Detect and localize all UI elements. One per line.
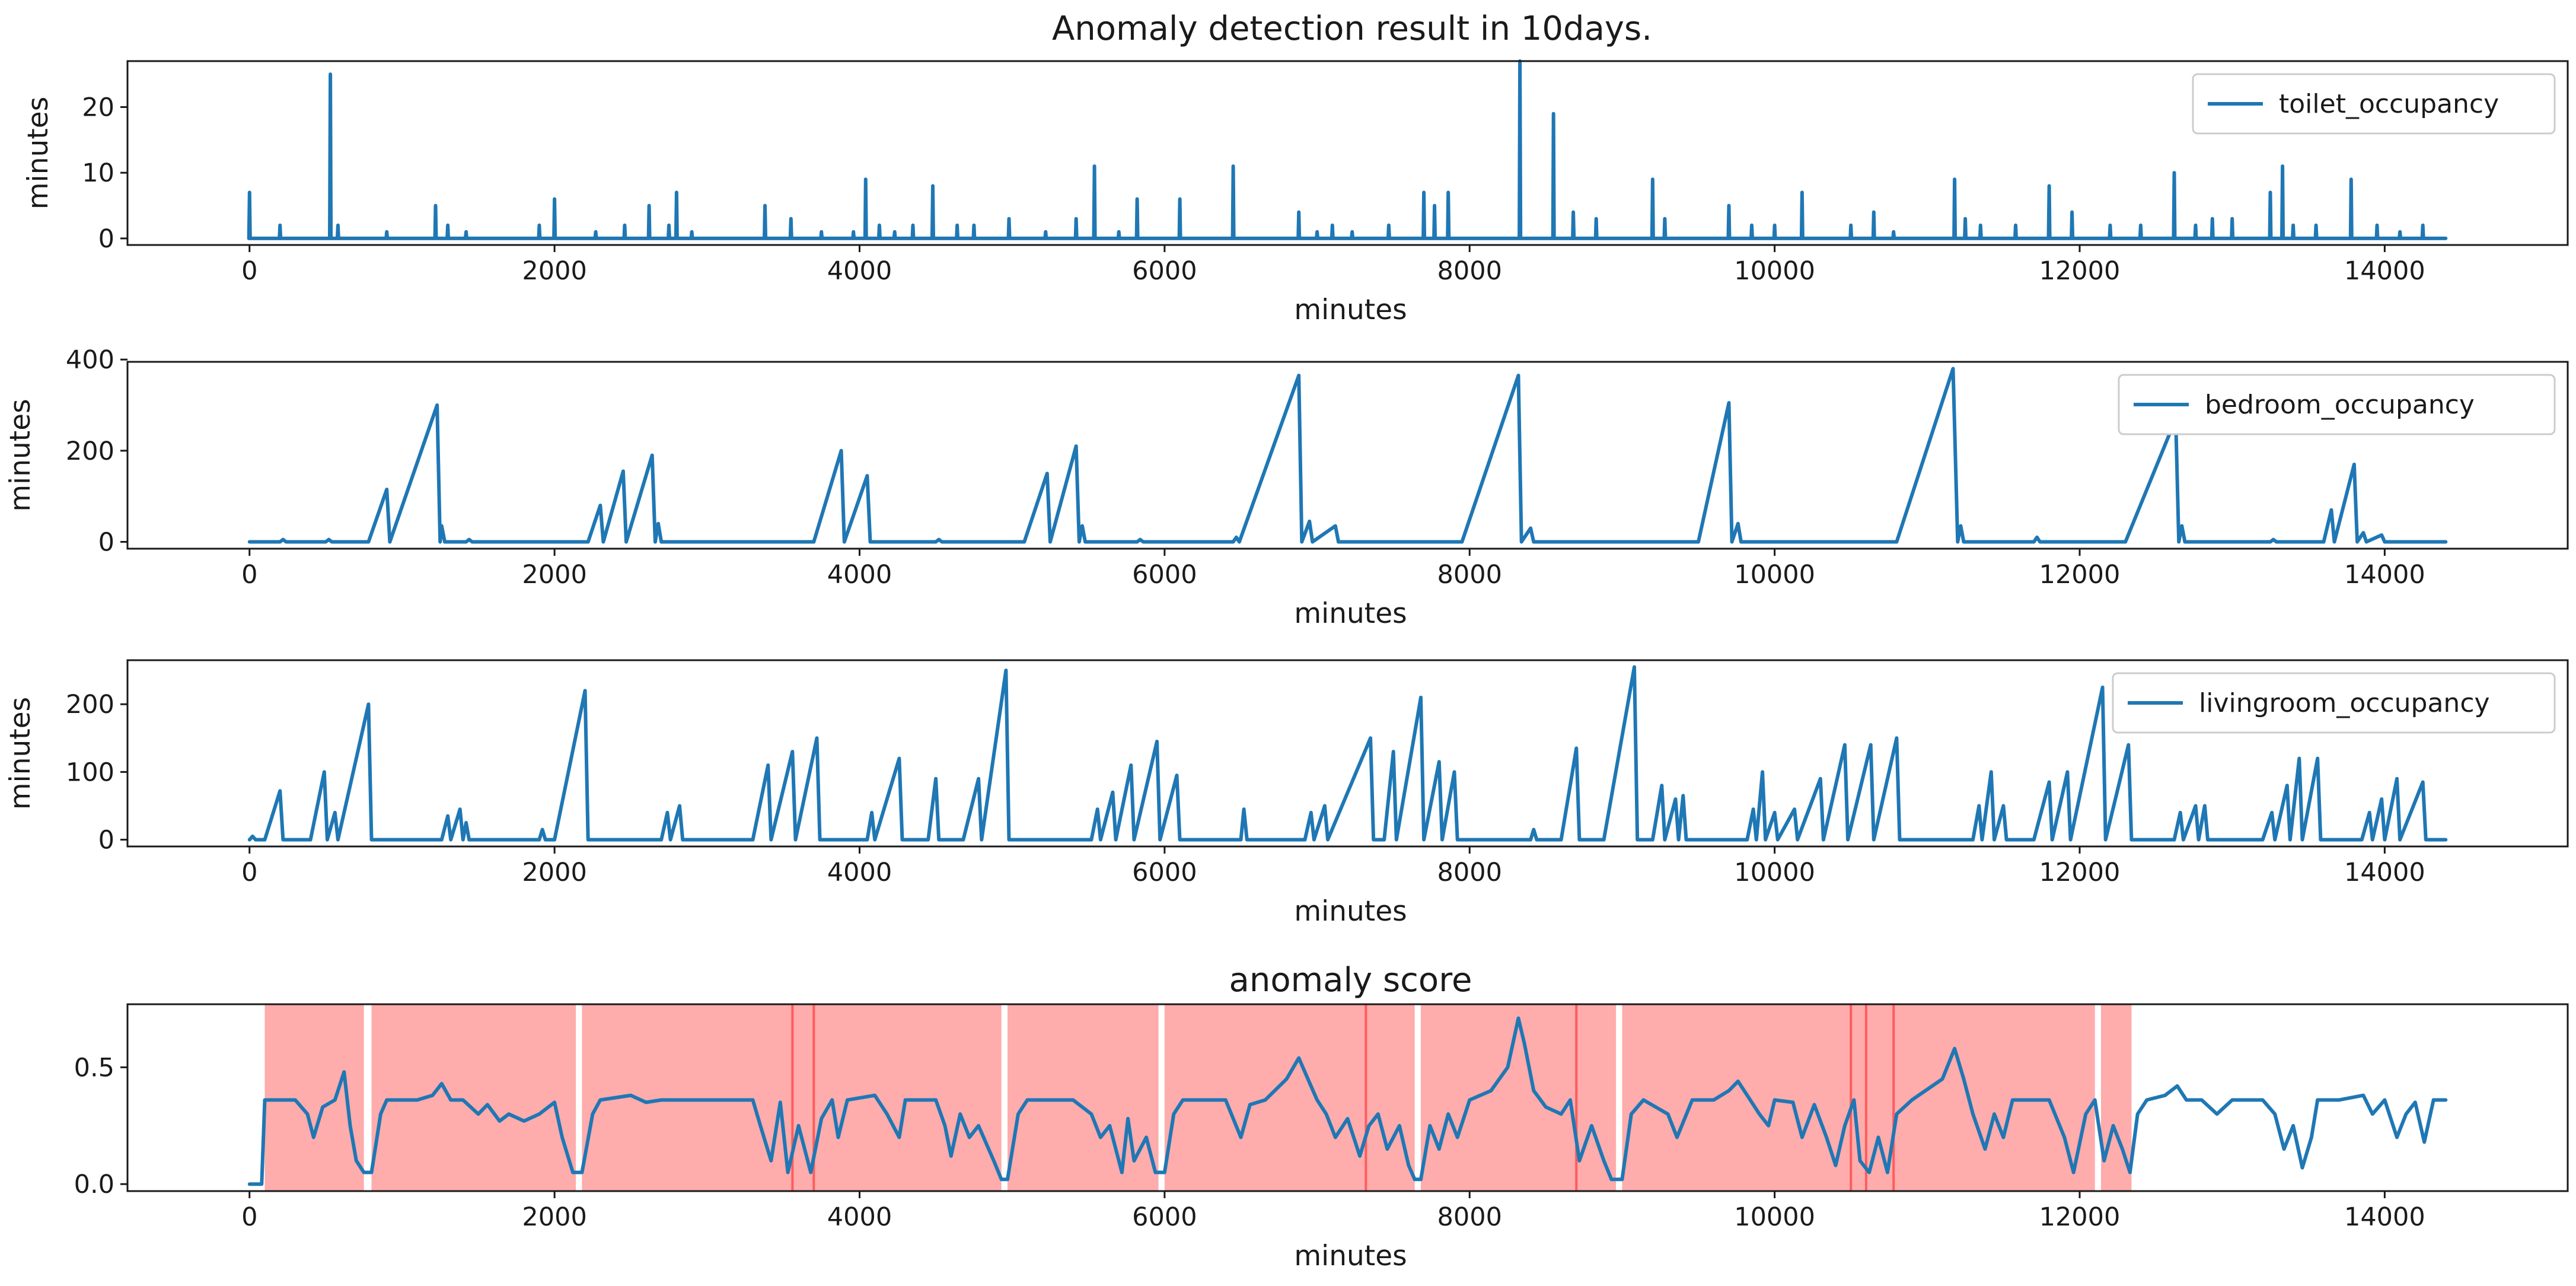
y-tick-label: 20 — [82, 93, 114, 123]
y-tick-label: 100 — [66, 757, 114, 787]
x-tick-label: 10000 — [1734, 256, 1815, 286]
y-tick-label: 200 — [66, 437, 114, 466]
x-tick-label: 14000 — [2344, 858, 2425, 887]
x-axis-label: minutes — [1294, 597, 1407, 630]
plot-frame — [126, 60, 2569, 246]
panel-title: anomaly score — [1229, 961, 1472, 999]
x-tick-label: 8000 — [1437, 1202, 1502, 1232]
x-tick-label: 8000 — [1437, 560, 1502, 590]
x-tick-label: 10000 — [1734, 560, 1815, 590]
legend-label: toilet_occupancy — [2279, 89, 2499, 119]
x-tick-label: 10000 — [1734, 858, 1815, 887]
y-tick-label: 400 — [66, 345, 114, 375]
anomaly-band-0 — [264, 1004, 364, 1191]
x-axis-label: minutes — [1294, 895, 1407, 928]
anomaly-band-3 — [1007, 1004, 1159, 1191]
x-tick-label: 2000 — [522, 1202, 586, 1232]
x-tick-label: 2000 — [522, 256, 586, 286]
y-tick-label: 0.5 — [74, 1053, 114, 1083]
anomaly-score-panel: 0 2000 4000 6000 8000 10000 12000 14000 0.0 0.5 mi… — [74, 961, 2569, 1272]
anomaly score-line — [247, 1016, 2448, 1186]
x-tick-label: 0 — [241, 1202, 257, 1232]
x-tick-label: 0 — [241, 256, 257, 286]
x-tick-label: 10000 — [1734, 1202, 1815, 1232]
anomaly-band-1 — [371, 1004, 576, 1191]
x-axis-label: minutes — [1294, 294, 1407, 326]
x-tick-label: 14000 — [2344, 256, 2425, 286]
anomaly-band-6 — [1622, 1004, 2095, 1191]
bedroom-occupancy-line — [247, 367, 2448, 544]
y-tick-label: 0 — [98, 826, 114, 855]
x-tick-label: 6000 — [1132, 256, 1197, 286]
legend-box — [2112, 672, 2556, 734]
plot-frame — [126, 361, 2569, 550]
bedroom-occupancy-panel: 0 2000 4000 6000 8000 10000 12000 14000 0 200 400 m… — [4, 345, 2569, 630]
plot-frame — [126, 1003, 2569, 1192]
y-tick-label: 0 — [98, 527, 114, 557]
x-tick-label: 2000 — [522, 858, 586, 887]
x-tick-label: 4000 — [827, 560, 892, 590]
x-tick-label: 12000 — [2039, 256, 2121, 286]
x-tick-label: 4000 — [827, 256, 892, 286]
x-tick-label: 6000 — [1132, 1202, 1197, 1232]
legend-label: bedroom_occupancy — [2205, 390, 2475, 420]
x-tick-label: 8000 — [1437, 256, 1502, 286]
plot-frame — [126, 659, 2569, 848]
anomaly-band-4 — [1164, 1004, 1415, 1191]
x-tick-label: 2000 — [522, 560, 586, 590]
x-tick-label: 12000 — [2039, 560, 2121, 590]
x-tick-label: 4000 — [827, 1202, 892, 1232]
x-tick-label: 14000 — [2344, 1202, 2425, 1232]
x-tick-label: 12000 — [2039, 858, 2121, 887]
x-tick-label: 12000 — [2039, 1202, 2121, 1232]
y-axis-label: minutes — [4, 697, 37, 810]
legend: toilet_occupancy — [2192, 73, 2556, 135]
y-tick-label: 10 — [82, 158, 114, 188]
x-tick-label: 8000 — [1437, 858, 1502, 887]
toilet-occupancy-panel: 0 2000 4000 6000 8000 10000 12000 14000 0 10 20 min… — [22, 59, 2569, 326]
y-tick-label: 200 — [66, 690, 114, 720]
figure-title: Anomaly detection result in 10days. — [1052, 9, 1652, 48]
x-tick-label: 4000 — [827, 858, 892, 887]
x-tick-label: 6000 — [1132, 858, 1197, 887]
legend: bedroom_occupancy — [2118, 374, 2556, 435]
x-tick-label: 0 — [241, 560, 257, 590]
legend-box — [2192, 73, 2556, 135]
toilet-occupancy-line — [247, 59, 2448, 240]
y-axis-label: minutes — [4, 399, 37, 511]
x-tick-label: 0 — [241, 858, 257, 887]
y-tick-label: 0.0 — [74, 1170, 114, 1199]
legend-box — [2118, 374, 2556, 435]
x-tick-label: 6000 — [1132, 560, 1197, 590]
y-axis-label: minutes — [22, 97, 55, 209]
x-tick-label: 14000 — [2344, 560, 2425, 590]
x-axis-label: minutes — [1294, 1240, 1407, 1272]
legend: livingroom_occupancy — [2112, 672, 2556, 734]
anomaly-band-5 — [1420, 1004, 1617, 1191]
livingroom-occupancy-panel: 0 2000 4000 6000 8000 10000 12000 14000 0 100 200 m… — [4, 659, 2569, 928]
legend-label: livingroom_occupancy — [2199, 688, 2490, 718]
livingroom-occupancy-line — [247, 665, 2448, 842]
y-tick-label: 0 — [98, 224, 114, 254]
